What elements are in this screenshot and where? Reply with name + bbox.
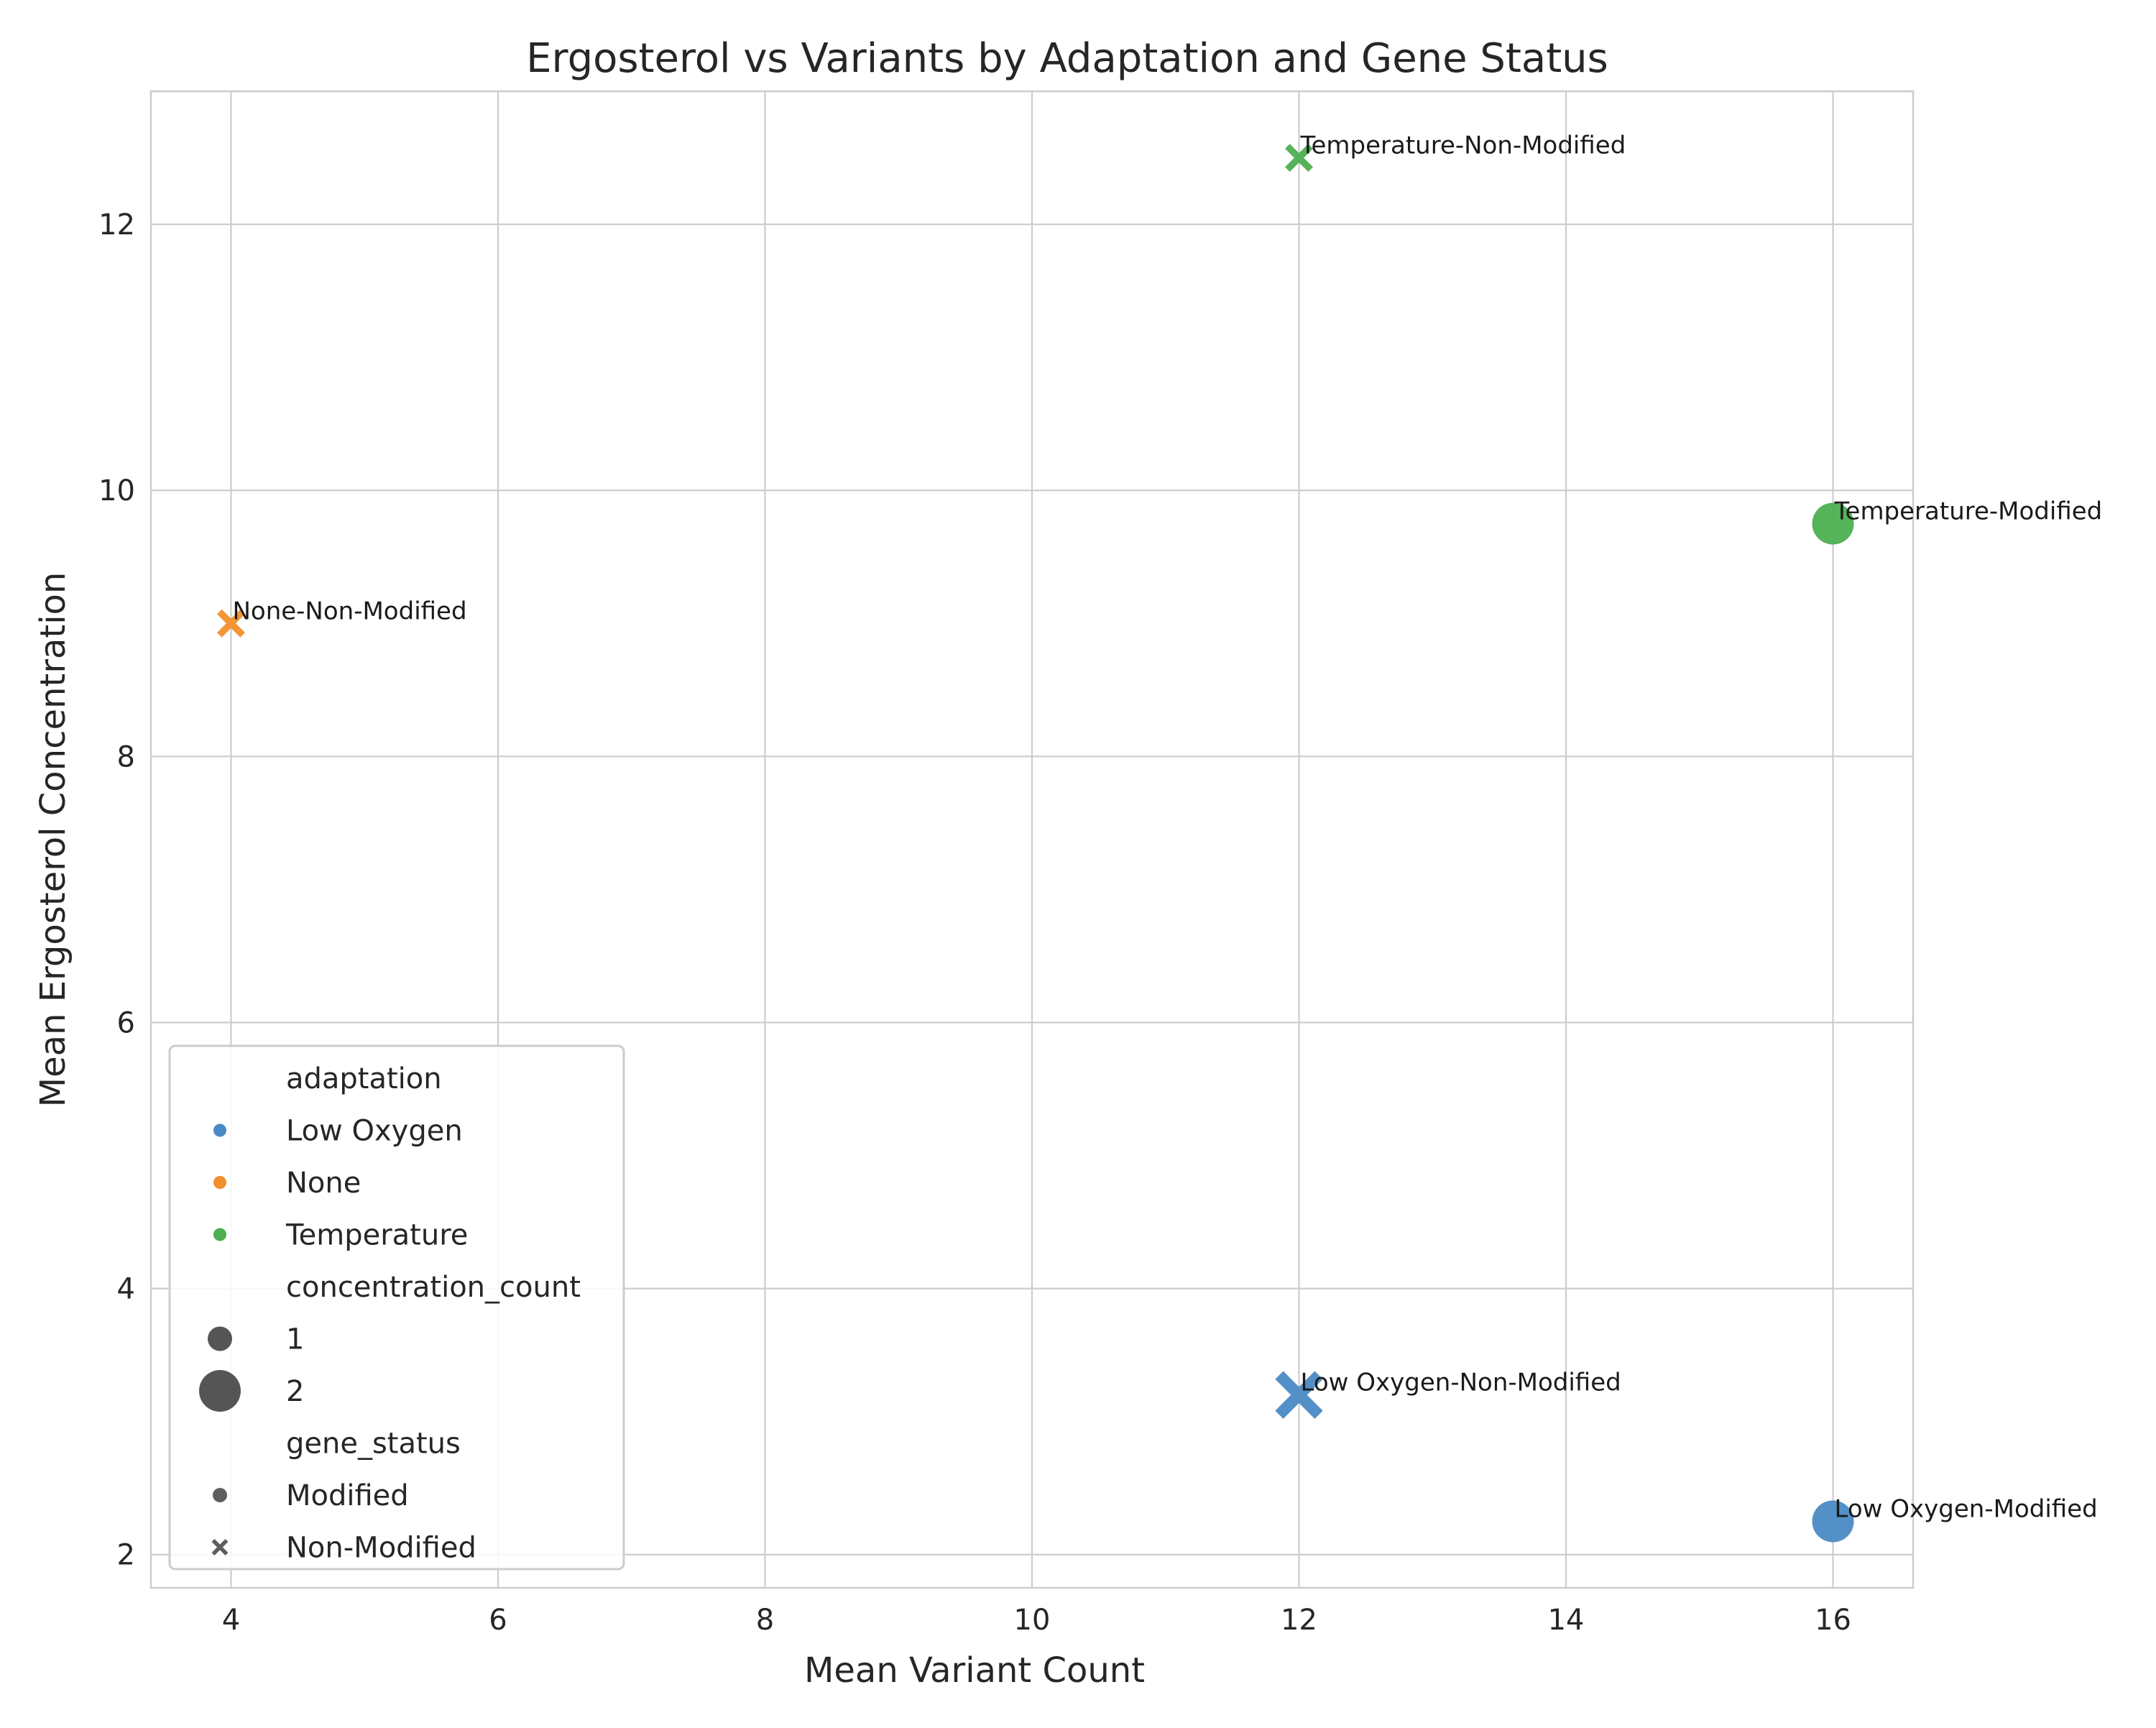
- scatter-point: [1275, 1371, 1323, 1419]
- point-label: None-Non-Modified: [232, 597, 466, 625]
- x-tick-label: 16: [1815, 1604, 1851, 1637]
- scatter-point: [1812, 1500, 1854, 1543]
- y-tick-label: 4: [117, 1273, 135, 1306]
- legend-style-marker: [213, 1488, 227, 1502]
- y-tick-label: 10: [98, 474, 135, 507]
- point-label: Low Oxygen-Non-Modified: [1301, 1369, 1621, 1397]
- grid-lines: [151, 91, 1913, 1588]
- y-tick-label: 12: [98, 208, 135, 242]
- x-tick-label: 12: [1281, 1604, 1317, 1637]
- legend: adaptation Low Oxygen None Temperature conce…: [168, 1044, 625, 1571]
- legend-entry-label: Non-Modified: [286, 1532, 476, 1565]
- legend-color-marker: [213, 1123, 226, 1137]
- legend-entry-label: Modified: [286, 1479, 409, 1512]
- legend-box: [168, 1044, 625, 1571]
- x-tick-label: 8: [756, 1604, 774, 1637]
- data-points: [216, 144, 1854, 1543]
- legend-entry-label: 1: [286, 1323, 304, 1356]
- legend-entry-label: Low Oxygen: [286, 1115, 463, 1148]
- x-tick-label: 4: [222, 1604, 240, 1637]
- legend-size-marker: [199, 1370, 241, 1412]
- x-axis-label: Mean Variant Count: [804, 1650, 1145, 1691]
- y-tick-label: 2: [117, 1539, 135, 1572]
- plot-frame: [149, 90, 1915, 1589]
- chart-title: Ergosterol vs Variants by Adaptation and…: [526, 35, 1608, 82]
- y-axis-label: Mean Ergosterol Concentration: [33, 572, 73, 1108]
- legend-color-marker: [213, 1228, 226, 1241]
- point-label: Temperature-Non-Modified: [1300, 132, 1626, 160]
- scatter-point: [1285, 144, 1313, 172]
- y-tick-label: 6: [117, 1006, 135, 1039]
- x-tick-label: 10: [1014, 1604, 1051, 1637]
- y-tick-label: 8: [117, 740, 135, 773]
- x-tick-label: 14: [1548, 1604, 1585, 1637]
- scatter-point: [1812, 502, 1854, 545]
- legend-style-marker: [211, 1539, 229, 1555]
- legend-size-marker: [208, 1326, 232, 1351]
- point-label: Low Oxygen-Modified: [1835, 1494, 2098, 1523]
- point-label: Temperature-Modified: [1834, 497, 2103, 525]
- legend-title: adaptation: [286, 1062, 442, 1095]
- legend-color-marker: [213, 1176, 226, 1189]
- legend-entry-label: None: [286, 1167, 361, 1200]
- legend-entry-label: 2: [286, 1375, 304, 1408]
- scatter-point: [216, 609, 245, 638]
- legend-entry-label: Temperature: [285, 1219, 468, 1252]
- x-tick-label: 6: [489, 1604, 507, 1637]
- legend-title: concentration_count: [286, 1271, 581, 1304]
- legend-title: gene_status: [286, 1428, 461, 1461]
- point-labels: Low Oxygen-Modified Low Oxygen-Non-Modifi…: [232, 132, 2102, 1524]
